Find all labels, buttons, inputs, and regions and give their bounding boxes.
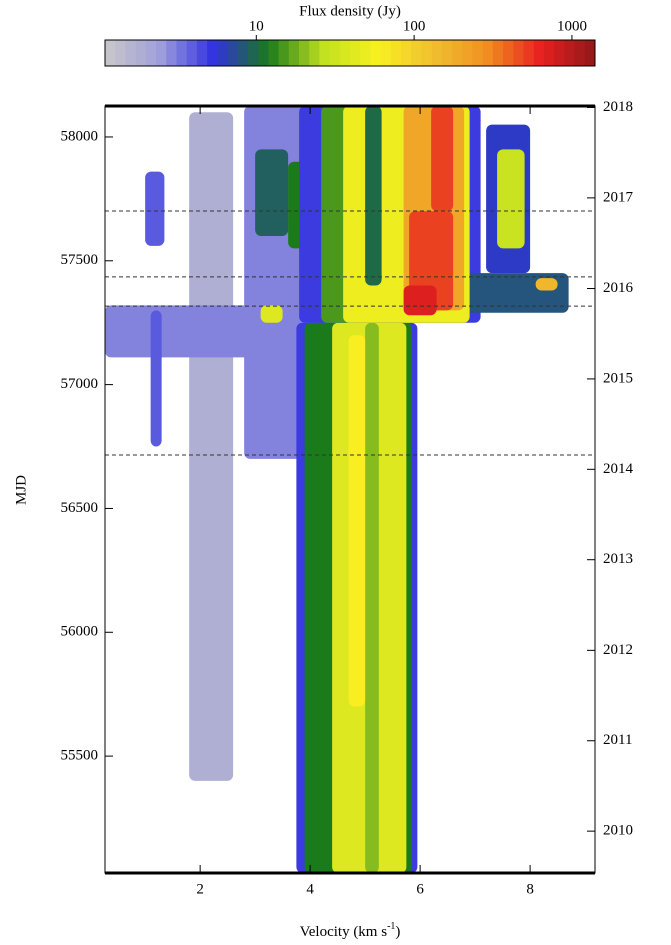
colorbar-cell bbox=[452, 40, 463, 66]
y2-tick-label: 2015 bbox=[603, 370, 633, 386]
colorbar-cell bbox=[401, 40, 412, 66]
y-tick-label: 56500 bbox=[61, 500, 99, 516]
colorbar-cell bbox=[186, 40, 198, 66]
y-tick-label: 58000 bbox=[61, 128, 99, 144]
colorbar-cell bbox=[309, 40, 320, 66]
y-tick-label: 56000 bbox=[61, 624, 99, 640]
x-tick-label: 4 bbox=[306, 881, 314, 897]
heat-region bbox=[189, 112, 234, 781]
colorbar-cell bbox=[350, 40, 361, 66]
y-tick-label: 57000 bbox=[61, 376, 99, 392]
colorbar-cell bbox=[390, 40, 402, 66]
colorbar-cell bbox=[411, 40, 422, 66]
colorbar-cell bbox=[533, 40, 545, 66]
colorbar-cell bbox=[105, 40, 116, 66]
colorbar-tick-label: 1000 bbox=[557, 18, 587, 34]
colorbar-cell bbox=[339, 40, 351, 66]
colorbar-cell bbox=[207, 40, 218, 66]
colorbar-cell bbox=[482, 40, 494, 66]
colorbar-cell bbox=[380, 40, 392, 66]
y-axis-label: MJD bbox=[13, 475, 29, 505]
colorbar-cell bbox=[135, 40, 147, 66]
y2-tick-label: 2011 bbox=[603, 732, 632, 748]
colorbar-cell bbox=[115, 40, 126, 66]
y2-tick-label: 2010 bbox=[603, 823, 633, 839]
x-axis-label: Velocity (km s-1) bbox=[300, 921, 401, 940]
y2-tick-label: 2014 bbox=[603, 461, 634, 477]
colorbar-tick-label: 10 bbox=[249, 18, 264, 34]
colorbar-frame bbox=[104, 39, 596, 67]
y2-tick-label: 2018 bbox=[603, 99, 633, 115]
heat-region bbox=[150, 310, 162, 447]
heat-region bbox=[403, 285, 437, 316]
heat-region bbox=[105, 305, 327, 358]
x-label-end: ) bbox=[395, 924, 400, 940]
colorbar-cell bbox=[441, 40, 453, 66]
heat-region bbox=[145, 171, 165, 246]
colorbar-cell bbox=[564, 40, 576, 66]
colorbar-cell bbox=[554, 40, 565, 66]
colorbar-cell bbox=[319, 40, 331, 66]
y2-tick-label: 2013 bbox=[603, 551, 633, 567]
x-tick-label: 8 bbox=[526, 881, 534, 897]
colorbar-tick-label: 100 bbox=[403, 18, 426, 34]
heat-region bbox=[431, 106, 454, 212]
x-label-sup: -1 bbox=[387, 921, 395, 932]
x-label-text: Velocity (km s bbox=[300, 924, 388, 940]
colorbar-cell bbox=[574, 40, 586, 66]
colorbar-cell bbox=[431, 40, 443, 66]
colorbar-cell bbox=[513, 40, 525, 66]
x-tick-label: 6 bbox=[416, 881, 424, 897]
colorbar-cell bbox=[176, 40, 188, 66]
heat-region bbox=[260, 305, 283, 323]
colorbar-cell bbox=[156, 40, 167, 66]
heat-region bbox=[497, 149, 525, 249]
colorbar-cell bbox=[217, 40, 228, 66]
colorbar-cell bbox=[584, 40, 596, 66]
y-tick-label: 55500 bbox=[61, 748, 99, 764]
colorbar-cell bbox=[472, 40, 484, 66]
colorbar-cell bbox=[145, 40, 157, 66]
x-tick-label: 2 bbox=[196, 881, 204, 897]
colorbar-cell bbox=[523, 40, 535, 66]
colorbar-cell bbox=[237, 40, 249, 66]
y2-tick-label: 2012 bbox=[603, 642, 633, 658]
heat-region bbox=[255, 149, 289, 237]
colorbar-cell bbox=[268, 40, 280, 66]
heat-region bbox=[535, 278, 558, 291]
colorbar-cell bbox=[503, 40, 514, 66]
colorbar-cell bbox=[227, 40, 239, 66]
colorbar-cell bbox=[543, 40, 555, 66]
colorbar-cell bbox=[370, 40, 382, 66]
colorbar-cell bbox=[196, 40, 208, 66]
y-tick-label: 57500 bbox=[61, 252, 99, 268]
colorbar-cell bbox=[492, 40, 504, 66]
colorbar-cell bbox=[278, 40, 290, 66]
y2-tick-label: 2017 bbox=[603, 189, 634, 205]
colorbar-cell bbox=[166, 40, 177, 66]
colorbar-cell bbox=[288, 40, 300, 66]
colorbar-cell bbox=[329, 40, 341, 66]
colorbar-cell bbox=[125, 40, 137, 66]
y2-tick-label: 2016 bbox=[603, 280, 634, 296]
colorbar-cell bbox=[360, 40, 371, 66]
heat-region bbox=[365, 106, 382, 286]
colorbar-cell bbox=[421, 40, 433, 66]
colorbar-cell bbox=[462, 40, 473, 66]
heat-region bbox=[365, 322, 379, 873]
heat-region bbox=[348, 335, 366, 707]
colorbar-cell bbox=[298, 40, 310, 66]
colorbar-title: Flux density (Jy) bbox=[299, 3, 401, 19]
colorbar-cell bbox=[247, 40, 259, 66]
colorbar-cell bbox=[258, 40, 269, 66]
